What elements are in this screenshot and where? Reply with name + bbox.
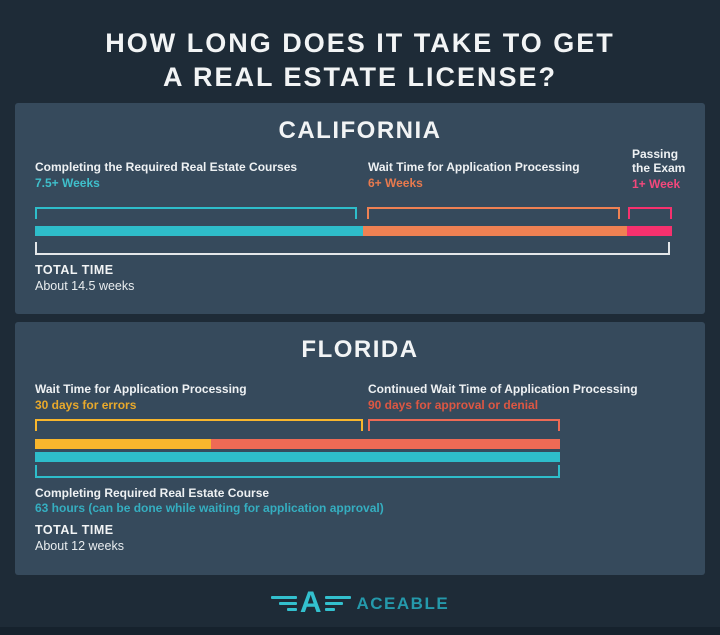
title-line-2: A REAL ESTATE LICENSE? [162, 62, 558, 92]
fl-wait-label-group: Wait Time for Application Processing 30 … [35, 382, 365, 412]
ca-courses-value: 7.5+ Weeks [35, 176, 100, 190]
ca-bar-segment-wait [363, 226, 627, 236]
logo-a-icon: A [299, 586, 322, 619]
ca-total-bracket [35, 242, 670, 255]
fl-continued-label-group: Continued Wait Time of Application Proce… [368, 382, 698, 412]
california-heading: CALIFORNIA [278, 117, 442, 144]
fl-bar-segment-course [35, 452, 560, 462]
fl-wait-bracket [35, 419, 363, 431]
fl-continued-value: 90 days for approval or denial [368, 398, 539, 412]
ca-bar-segment-courses [35, 226, 363, 236]
fl-course-bar [35, 452, 560, 462]
fl-bar-segment-approval [211, 439, 560, 449]
fl-continued-label: Continued Wait Time of Application Proce… [368, 382, 638, 396]
florida-section: FLORIDA Wait Time for Application Proces… [15, 322, 705, 575]
footer: A ACEABLE [0, 586, 720, 620]
ca-wait-bracket [367, 207, 620, 219]
logo-right-wing-icon [324, 594, 351, 612]
title-line-1: HOW LONG DOES IT TAKE TO GET [105, 28, 615, 58]
ca-total-value: About 14.5 weeks [35, 279, 135, 293]
ca-total-label: TOTAL TIME [35, 263, 114, 277]
logo-wordmark: ACEABLE [356, 594, 450, 613]
ca-courses-label: Completing the Required Real Estate Cour… [35, 160, 298, 174]
page-title: HOW LONG DOES IT TAKE TO GET A REAL ESTA… [0, 26, 720, 94]
ca-timeline-bar [35, 226, 672, 236]
ca-bar-segment-exam [627, 226, 672, 236]
fl-course-value: 63 hours (can be done while waiting for … [35, 501, 384, 515]
ca-wait-label: Wait Time for Application Processing [368, 160, 580, 174]
logo-left-wing-icon [270, 594, 297, 612]
ca-wait-label-group: Wait Time for Application Processing 6+ … [368, 160, 668, 190]
ca-exam-bracket [628, 207, 672, 219]
fl-wait-label: Wait Time for Application Processing [35, 382, 247, 396]
fl-continued-bracket [368, 419, 560, 431]
ca-exam-value: 1+ Week [632, 177, 681, 191]
fl-course-bracket [35, 465, 560, 478]
ca-courses-label-group: Completing the Required Real Estate Cour… [35, 160, 365, 190]
california-section: CALIFORNIA Completing the Required Real … [15, 103, 705, 314]
bottom-edge-strip [0, 627, 720, 635]
fl-wait-value: 30 days for errors [35, 398, 137, 412]
florida-heading: FLORIDA [301, 336, 419, 363]
fl-course-label: Completing Required Real Estate Course [35, 486, 270, 500]
ca-exam-label-group: Passing the Exam 1+ Week [632, 147, 694, 191]
ca-courses-bracket [35, 207, 357, 219]
fl-total-label: TOTAL TIME [35, 523, 114, 537]
ca-exam-label: Passing the Exam [632, 147, 686, 175]
fl-segment-brackets [35, 419, 560, 431]
fl-bar-segment-errors [35, 439, 211, 449]
ca-segment-brackets [35, 207, 672, 219]
fl-processing-bar [35, 439, 560, 449]
fl-total-value: About 12 weeks [35, 539, 124, 553]
ca-wait-value: 6+ Weeks [368, 176, 423, 190]
